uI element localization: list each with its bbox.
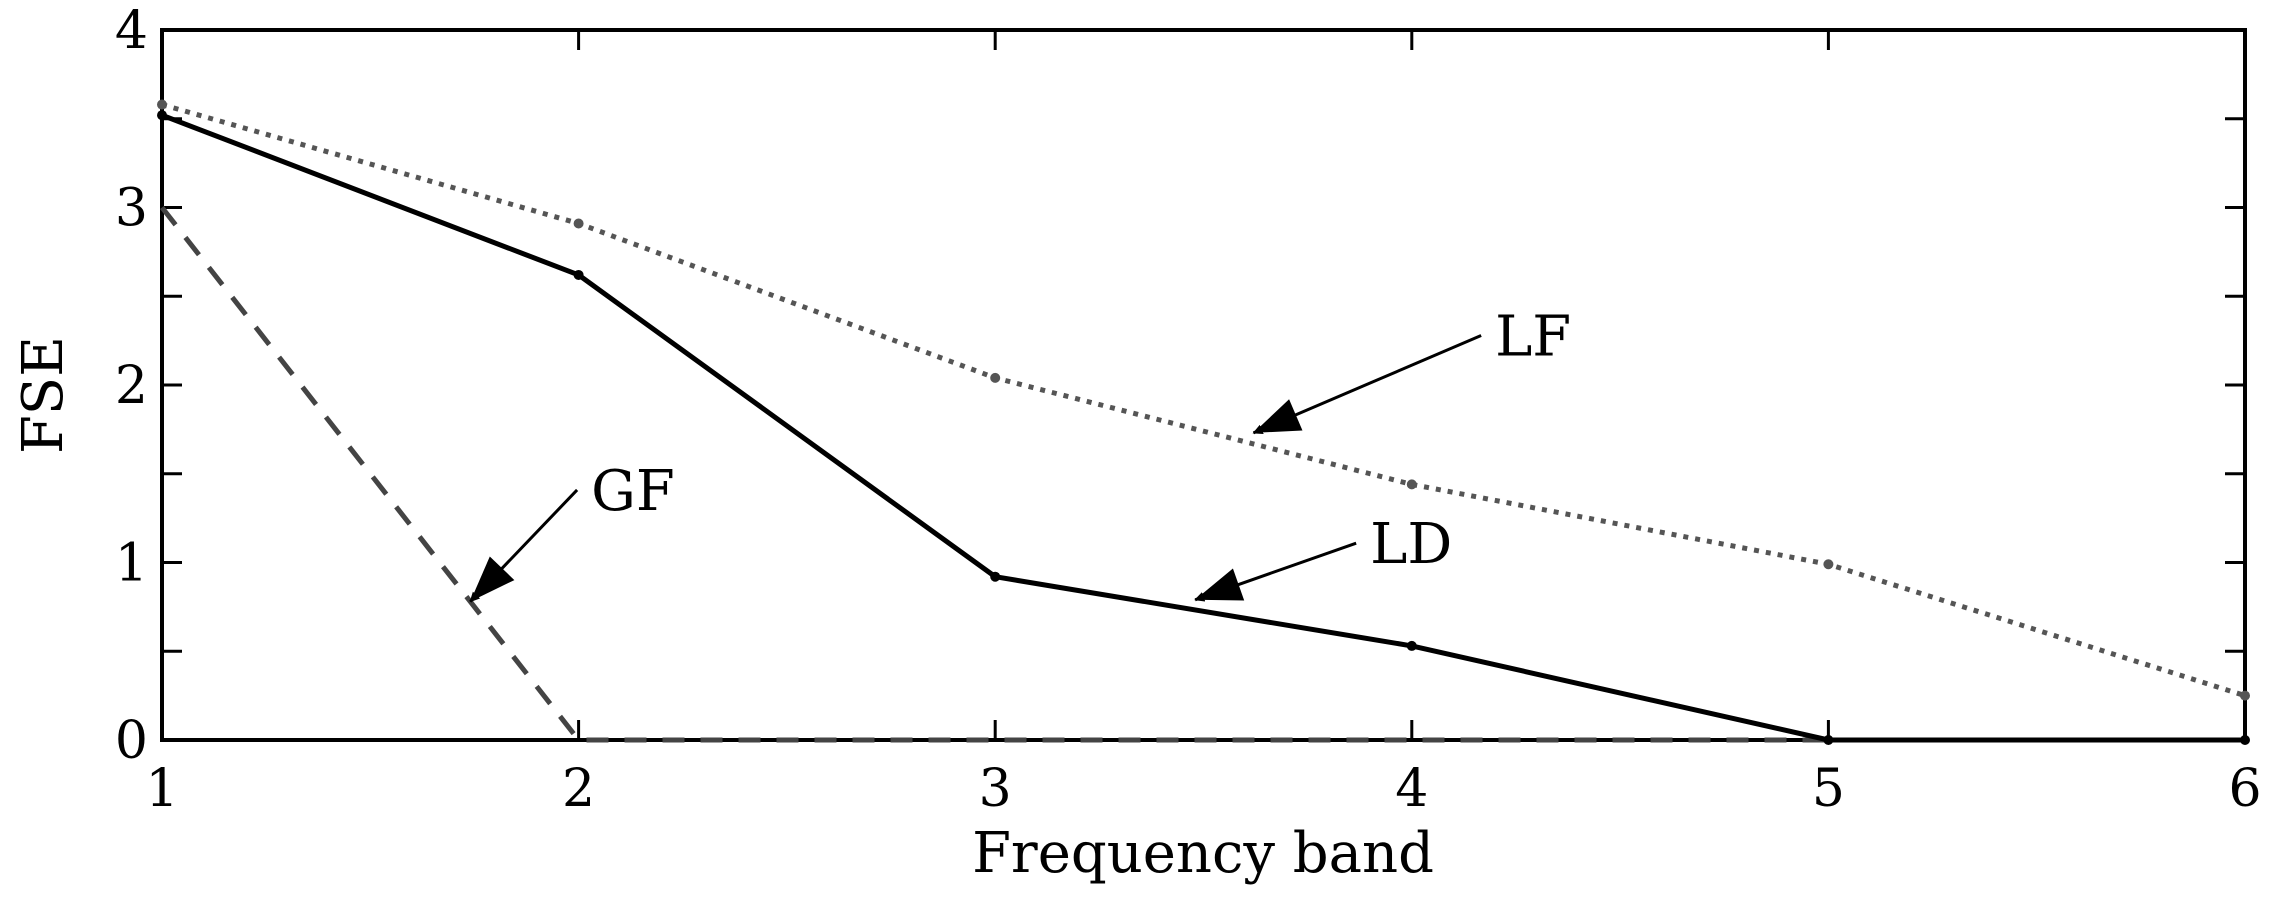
x-tick-label-6: 6 [2228,759,2261,819]
annotation-label-ld: LD [1370,512,1452,577]
y-tick-label-3: 3 [115,179,148,239]
data-point-ld-5 [1823,735,1834,745]
series-line-ld [161,112,2245,743]
annotation-arrowhead-ld [1195,568,1245,601]
annotation-arrowhead-gf [470,556,515,602]
data-point-ld-6 [2240,735,2250,745]
data-point-ld-2 [573,269,584,280]
data-point-lf-6 [2240,690,2250,701]
x-axis-label: Frequency band [972,821,1434,886]
data-point-lf-3 [990,372,1001,383]
x-tick-label-5: 5 [1812,759,1845,819]
x-tick-label-2: 2 [562,759,595,819]
data-point-ld-3 [990,571,1001,582]
annotation-layer: LF GF LD [469,305,1571,603]
annotation-arrowhead-lf [1253,399,1303,433]
data-point-ld-4 [1406,640,1417,651]
data-point-lf-5 [1823,559,1834,570]
x-tick-label-3: 3 [979,759,1012,819]
data-point-lf-1 [157,99,167,110]
series-layer [157,99,2250,745]
annotation-label-lf: LF [1495,305,1571,370]
y-axis-label: FSE [11,336,76,454]
data-point-lf-4 [1406,479,1417,490]
y-tick-label-1: 1 [115,534,148,594]
y-tick-label-2: 2 [115,356,148,416]
annotation-label-gf: GF [591,459,675,524]
series-line-gf [160,205,2245,743]
data-point-lf-2 [573,218,584,229]
x-tick-label-1: 1 [145,759,178,819]
x-tick-label-4: 4 [1395,759,1428,819]
plot-frame [160,28,2247,742]
y-tick-label-4: 4 [115,1,148,61]
y-tick-label-0: 0 [115,711,148,771]
data-point-ld-1 [157,110,167,121]
series-line-lf [161,102,2246,699]
